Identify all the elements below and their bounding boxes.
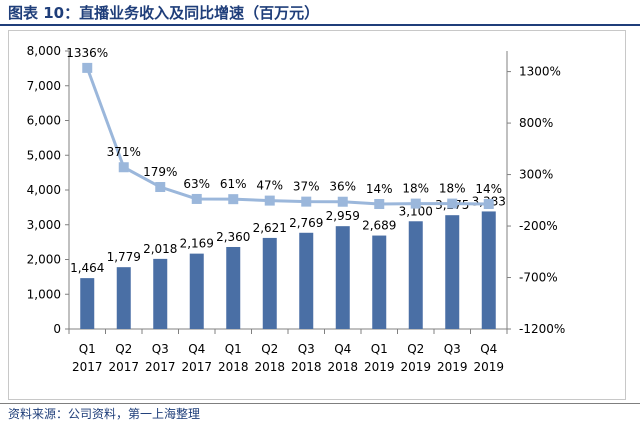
left-y-tick-label: 5,000 xyxy=(27,148,61,162)
growth-marker xyxy=(337,196,348,207)
growth-line xyxy=(85,67,489,206)
growth-marker xyxy=(264,195,275,206)
x-tick-label-quarter: Q2 xyxy=(261,342,278,356)
right-y-tick-label: -1200% xyxy=(519,322,565,336)
x-tick-label-quarter: Q4 xyxy=(334,342,351,356)
growth-data-label: 18% xyxy=(439,182,466,196)
x-tick-label-quarter: Q1 xyxy=(371,342,388,356)
left-y-tick-label: 0 xyxy=(53,322,61,336)
x-tick-label-year: 2017 xyxy=(72,360,103,374)
source-divider xyxy=(0,403,640,404)
right-y-tick-label: -200% xyxy=(519,219,558,233)
x-tick-label-year: 2018 xyxy=(327,360,358,374)
x-tick-label-quarter: Q2 xyxy=(115,342,132,356)
growth-marker xyxy=(82,62,93,73)
growth-marker xyxy=(483,199,494,210)
x-tick-label-year: 2019 xyxy=(400,360,431,374)
growth-data-label: 63% xyxy=(183,177,210,191)
x-tick-label-year: 2017 xyxy=(145,360,176,374)
x-tick-label-quarter: Q4 xyxy=(188,342,205,356)
bar-data-label: 2,689 xyxy=(362,219,396,233)
x-tick-label-year: 2018 xyxy=(254,360,285,374)
bar xyxy=(116,267,131,329)
bar xyxy=(408,221,423,329)
growth-data-label: 61% xyxy=(220,177,247,191)
bar-data-label: 2,169 xyxy=(180,237,214,251)
bar xyxy=(226,246,241,329)
growth-data-label: 18% xyxy=(402,182,429,196)
x-tick-label-quarter: Q2 xyxy=(407,342,424,356)
bar xyxy=(262,237,277,329)
left-y-tick-label: 4,000 xyxy=(27,183,61,197)
growth-data-label: 47% xyxy=(256,179,283,193)
left-y-tick-label: 3,000 xyxy=(27,218,61,232)
bar xyxy=(80,278,95,329)
growth-marker xyxy=(301,196,312,207)
x-tick-label-year: 2018 xyxy=(291,360,322,374)
growth-marker xyxy=(228,194,239,205)
left-y-tick-label: 8,000 xyxy=(27,44,61,58)
bar-data-label: 3,100 xyxy=(399,204,433,218)
bar xyxy=(445,215,460,329)
left-y-tick-label: 7,000 xyxy=(27,79,61,93)
x-tick-label-quarter: Q4 xyxy=(480,342,497,356)
x-tick-label-year: 2019 xyxy=(473,360,504,374)
x-tick-label-year: 2017 xyxy=(108,360,139,374)
bar xyxy=(153,258,168,329)
x-tick-label-quarter: Q3 xyxy=(444,342,461,356)
x-tick-label-year: 2017 xyxy=(181,360,212,374)
bar xyxy=(189,253,204,329)
right-y-tick-label: 300% xyxy=(519,168,553,182)
bar-data-label: 2,621 xyxy=(253,221,287,235)
growth-data-label: 36% xyxy=(329,180,356,194)
x-tick-label-year: 2019 xyxy=(437,360,468,374)
growth-marker xyxy=(374,199,385,210)
x-tick-label-quarter: Q1 xyxy=(79,342,96,356)
left-y-tick-label: 2,000 xyxy=(27,253,61,267)
bar-data-label: 1,779 xyxy=(107,250,141,264)
title-divider xyxy=(0,24,640,26)
figure-title: 图表 10：直播业务收入及同比增速（百万元） xyxy=(8,4,320,22)
x-tick-label-year: 2018 xyxy=(218,360,249,374)
x-tick-label-quarter: Q3 xyxy=(152,342,169,356)
bar xyxy=(335,226,350,329)
x-tick-label-quarter: Q1 xyxy=(225,342,242,356)
growth-data-label: 179% xyxy=(143,165,177,179)
bar-data-label: 1,464 xyxy=(70,261,104,275)
growth-data-label: 37% xyxy=(293,180,320,194)
growth-data-label: 14% xyxy=(475,182,502,196)
bar-data-label: 2,360 xyxy=(216,230,250,244)
growth-data-label: 1336% xyxy=(66,46,108,60)
bar xyxy=(372,235,387,329)
bar-data-label: 2,959 xyxy=(326,209,360,223)
x-tick-label-year: 2019 xyxy=(364,360,395,374)
growth-marker xyxy=(155,182,166,193)
right-y-tick-label: 1300% xyxy=(519,65,561,79)
growth-marker xyxy=(191,193,202,204)
bar-data-label: 2,018 xyxy=(143,242,177,256)
left-y-tick-label: 6,000 xyxy=(27,114,61,128)
growth-data-label: 371% xyxy=(107,145,141,159)
growth-data-label: 14% xyxy=(366,182,393,196)
bar xyxy=(299,232,314,329)
left-y-tick-label: 1,000 xyxy=(27,287,61,301)
right-y-tick-label: 800% xyxy=(519,116,553,130)
bar-data-label: 2,769 xyxy=(289,216,323,230)
x-tick-label-quarter: Q3 xyxy=(298,342,315,356)
right-y-tick-label: -700% xyxy=(519,271,558,285)
chart-frame: 0 1,000 2,000 3,000 4,000 5,000 6,000 7,000 8,00… xyxy=(8,30,626,400)
growth-marker xyxy=(447,198,458,209)
revenue-growth-chart: 0 1,000 2,000 3,000 4,000 5,000 6,000 7,000 8,00… xyxy=(27,44,566,374)
source-note: 资料来源：公司资料，第一上海整理 xyxy=(8,407,201,421)
bar xyxy=(481,211,496,329)
growth-marker xyxy=(410,198,421,209)
growth-marker xyxy=(118,162,129,173)
